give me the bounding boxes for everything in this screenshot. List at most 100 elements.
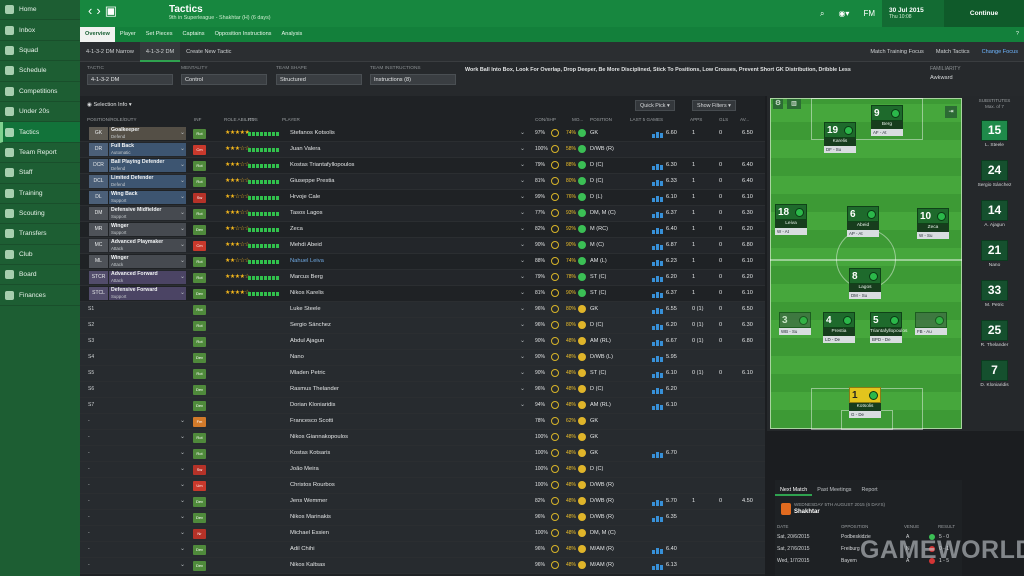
card-role[interactable]: DF - Su (824, 146, 856, 153)
chevron-down-icon[interactable]: ⌄ (180, 546, 186, 552)
player-name[interactable]: Marcus Berg (290, 274, 323, 280)
card-role[interactable]: W - Su (917, 232, 949, 239)
player-name[interactable]: Nikos Kaltsas (290, 562, 326, 568)
table-row[interactable]: MC Advanced Playmaker Attack ⌄ ★★★☆☆ ⌄ Cm Mehdi… (80, 238, 765, 254)
player-name[interactable]: Mehdi Abeid (290, 242, 322, 248)
row-role[interactable]: Full Back Automatic (109, 143, 186, 156)
row-position[interactable]: S3 (88, 338, 95, 344)
card-role[interactable]: WB - Su (779, 328, 811, 335)
table-row[interactable]: - ⌄ Dev Nikos Kaltsas 96% 48% M/AM (R) 6.13 (80, 558, 765, 574)
table-row[interactable]: STCR Advanced Forward Attack ⌄ ★★★★☆ ⌄ Rot Marc… (80, 270, 765, 286)
chevron-down-icon[interactable]: ⌄ (180, 418, 186, 424)
row-position[interactable]: MC (89, 239, 108, 252)
sidebar-item-squad[interactable]: Squad (0, 41, 80, 62)
row-position[interactable]: DM (89, 207, 108, 220)
chevron-down-icon[interactable]: ⌄ (180, 450, 186, 456)
sidebar-item-team-report[interactable]: Team Report (0, 143, 80, 164)
chevron-down-icon[interactable]: ⌄ (520, 370, 526, 376)
table-row[interactable]: - ⌄ Rot Nikos Giannakopoulos 100% 48% GK (80, 430, 765, 446)
sidebar-item-competitions[interactable]: Competitions (0, 82, 80, 102)
sub-shirt[interactable]: 21 (981, 240, 1008, 261)
chevron-down-icon[interactable]: ⌄ (520, 322, 526, 328)
pitch-player-card[interactable]: 4 Prestia LD - De (823, 312, 855, 343)
tactic-tab-1[interactable]: 4-1-3-2 DM Narrow (86, 48, 134, 55)
chevron-down-icon[interactable]: ⌄ (520, 162, 526, 168)
player-name[interactable]: Juan Valera (290, 146, 321, 152)
player-name[interactable]: Hrvoje Cale (290, 194, 321, 200)
sidebar-item-home[interactable]: Home (0, 0, 80, 21)
pitch-player-card[interactable]: 1 Kotsolis G - De (849, 387, 881, 418)
row-position[interactable]: - (88, 418, 90, 424)
table-row[interactable]: STCL Defensive Forward Support ⌄ ★★★★☆ ⌄ Dev Ni… (80, 286, 765, 302)
player-name[interactable]: Jens Wemmer (290, 498, 328, 504)
row-position[interactable]: - (88, 450, 90, 456)
row-position[interactable]: - (88, 546, 90, 552)
chevron-down-icon[interactable]: ⌄ (180, 146, 186, 152)
player-name[interactable]: Rasmus Thelander (290, 386, 339, 392)
row-position[interactable]: - (88, 530, 90, 536)
sub-shirt[interactable]: 7 (981, 360, 1008, 381)
row-role[interactable]: Winger Support (109, 223, 186, 236)
sidebar-item-under20s[interactable]: Under 20s (0, 102, 80, 123)
player-name[interactable]: Giuseppe Prestia (290, 178, 335, 184)
row-role[interactable]: Defensive Midfielder Support (109, 207, 186, 220)
player-name[interactable]: Kostas Kotsaris (290, 450, 331, 456)
tab-past-meetings[interactable]: Past Meetings (817, 487, 852, 493)
col-player[interactable]: PLAYER (282, 117, 300, 122)
row-position[interactable]: GK (89, 127, 108, 140)
pitch-player-card[interactable]: 19 Karelis DF - Su (824, 122, 856, 153)
player-name[interactable]: Zeca (290, 226, 303, 232)
pitch-player-card[interactable]: 9 Berg AF - At (871, 105, 903, 136)
chevron-down-icon[interactable]: ⌄ (520, 194, 526, 200)
match-tactics-button[interactable]: Match Tactics (935, 48, 970, 55)
table-row[interactable]: MR Winger Support ⌄ ★★☆☆☆ ⌄ Dev Zeca 82% 92% M (RC… (80, 222, 765, 238)
player-name[interactable]: Nikos Giannakopoulos (290, 434, 349, 440)
table-row[interactable]: GK Goalkeeper Defend ⌄ ★★★★★ ⌄ Rot Stefanos Kot… (80, 126, 765, 142)
row-position[interactable]: DCR (89, 159, 108, 172)
sidebar-item-tactics[interactable]: Tactics (0, 122, 80, 143)
row-role[interactable]: Limited Defender Defend (109, 175, 186, 188)
sub-shirt[interactable]: 24 (981, 160, 1008, 181)
col-rds[interactable]: RDS (248, 117, 258, 122)
player-name[interactable]: Kostas Triantafyllopoulos (290, 162, 355, 168)
chevron-down-icon[interactable]: ⌄ (180, 514, 186, 520)
sub-shirt[interactable]: 14 (981, 200, 1008, 221)
row-position[interactable]: DR (89, 143, 108, 156)
chevron-down-icon[interactable]: ⌄ (180, 274, 186, 280)
card-role[interactable]: AP - At (847, 230, 879, 237)
row-role[interactable]: Defensive Forward Support (109, 287, 186, 300)
table-row[interactable]: - ⌄ Dev Nikos Marinakis 96% 48% D/WB (R) 6.35 (80, 510, 765, 526)
selection-info-button[interactable]: ◉ Selection Info ▾ (87, 102, 132, 108)
player-name[interactable]: Nikos Karelis (290, 290, 324, 296)
chevron-down-icon[interactable]: ⌄ (180, 130, 186, 136)
table-row[interactable]: - ⌄ Rot Kostas Kotsaris 100% 48% GK 6.70 (80, 446, 765, 462)
table-row[interactable]: S4 ⌄ Dev Nano 90% 48% D/WB (L) 5.95 (80, 350, 765, 366)
settings-icon[interactable]: ⚙ (773, 99, 783, 109)
player-name[interactable]: João Meira (290, 466, 319, 472)
row-position[interactable]: S1 (88, 306, 95, 312)
chevron-down-icon[interactable]: ⌄ (520, 274, 526, 280)
row-position[interactable]: S2 (88, 322, 95, 328)
table-row[interactable]: - ⌄ Fm Francesco Scotti 78% 62% GK (80, 414, 765, 430)
sidebar-item-staff[interactable]: Staff (0, 163, 80, 184)
row-position[interactable]: DL (89, 191, 108, 204)
chevron-down-icon[interactable]: ⌄ (180, 530, 186, 536)
pitch-player-card[interactable]: 6 Abeid AP - At (847, 206, 879, 237)
chart-icon[interactable]: ▥ (787, 99, 801, 109)
table-row[interactable]: DCL Limited Defender Defend ⌄ ★★★☆☆ ⌄ Rot Giuse… (80, 174, 765, 190)
chevron-down-icon[interactable]: ⌄ (520, 386, 526, 392)
row-position[interactable]: STCR (89, 271, 108, 284)
chevron-down-icon[interactable]: ⌄ (180, 162, 186, 168)
pitch-player-card[interactable]: 10 Zeca W - Su (917, 208, 949, 239)
table-row[interactable]: - ⌄ Dev Adil Chihi 96% 48% M/AM (R) 6.40 (80, 542, 765, 558)
player-name[interactable]: Stefanos Kotsolis (290, 130, 335, 136)
chevron-down-icon[interactable]: ⌄ (520, 242, 526, 248)
tab-player[interactable]: Player (119, 31, 136, 37)
player-name[interactable]: Sergio Sánchez (290, 322, 331, 328)
table-row[interactable]: - ⌄ Dev Jens Wemmer 82% 48% D/WB (R) 5.70 1 0 4.50 (80, 494, 765, 510)
row-role[interactable]: Advanced Playmaker Attack (109, 239, 186, 252)
card-role[interactable]: LD - De (823, 336, 855, 343)
familiarity-value[interactable]: Awkward (930, 75, 953, 81)
tab-set-pieces[interactable]: Set Pieces (145, 31, 173, 37)
row-position[interactable]: ML (89, 255, 108, 268)
